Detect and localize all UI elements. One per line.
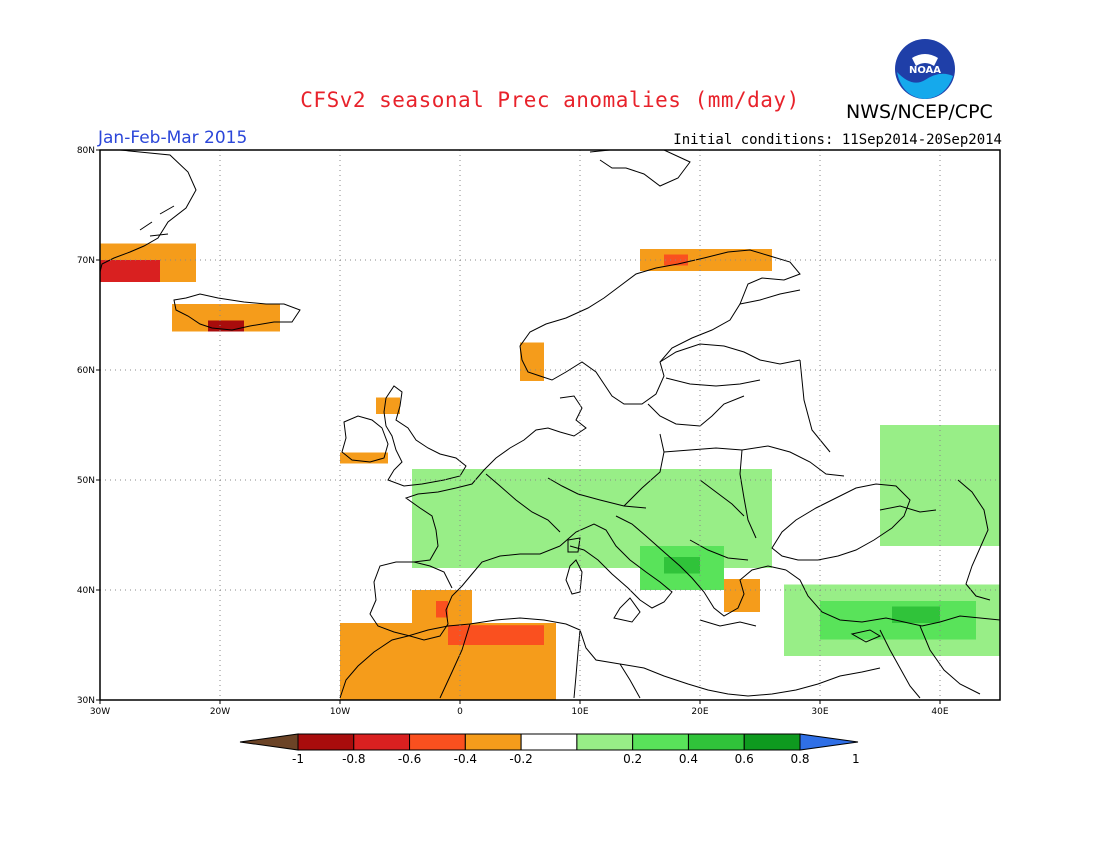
- chart-title: CFSv2 seasonal Prec anomalies (mm/day): [300, 88, 800, 112]
- noaa-logo-text: NOAA: [909, 65, 941, 76]
- colorbar-tick-label: -1: [292, 752, 304, 766]
- colorbar-tick-label: 1: [852, 752, 860, 766]
- anomaly-patch: [208, 320, 244, 332]
- colorbar-tick-label: 0.8: [790, 752, 809, 766]
- colorbar-box: [632, 733, 689, 751]
- anomaly-patch: [520, 342, 544, 381]
- lon-tick-label: 30E: [811, 707, 828, 717]
- lon-tick-label: 10E: [571, 707, 588, 717]
- colorbar-tick-label: -0.2: [509, 752, 532, 766]
- lat-tick-label: 60N: [77, 366, 95, 376]
- colorbar: -1 -0.8 -0.6 -0.4 -0.2 0.2 0.4 0.6 0.8 1: [239, 733, 860, 766]
- anomaly-patch: [664, 557, 700, 574]
- lon-axis: 30W 20W 10W 0 10E 20E 30E 40E: [90, 700, 949, 717]
- lon-tick-label: 30W: [90, 707, 110, 717]
- colorbar-box: [353, 733, 411, 751]
- anomaly-patch: [448, 625, 544, 645]
- anomaly-patch: [100, 260, 160, 282]
- lon-tick-label: 20E: [691, 707, 708, 717]
- lon-tick-label: 10W: [330, 707, 350, 717]
- colorbar-box: [297, 733, 355, 751]
- initial-conditions-label: Initial conditions: 11Sep2014-20Sep2014: [673, 132, 1002, 148]
- colorbar-tick-label: 0.6: [735, 752, 754, 766]
- colorbar-tick-label: -0.8: [342, 752, 365, 766]
- lon-tick-label: 40E: [931, 707, 948, 717]
- anomaly-patch: [340, 452, 388, 464]
- agency-label: NWS/NCEP/CPC: [846, 101, 993, 123]
- lat-tick-label: 30N: [77, 696, 95, 706]
- colorbar-box: [520, 733, 578, 751]
- colorbar-tick-label: -0.6: [398, 752, 421, 766]
- colorbar-tick-label: 0.2: [623, 752, 642, 766]
- map-panel: 30W 20W 10W 0 10E 20E 30E 40E 30N 40N 50N 60N 70N 80…: [77, 146, 1001, 717]
- noaa-logo-icon: NOAA: [895, 39, 955, 99]
- colorbar-tick-label: -0.4: [454, 752, 477, 766]
- colorbar-right-arrow: [799, 733, 859, 751]
- colorbar-box: [464, 733, 522, 751]
- season-label: Jan-Feb-Mar 2015: [98, 128, 248, 148]
- colorbar-box: [743, 733, 801, 751]
- colorbar-tick-label: 0.4: [679, 752, 698, 766]
- colorbar-left-arrow: [239, 733, 299, 751]
- colorbar-box: [687, 733, 745, 751]
- colorbar-box: [576, 733, 634, 751]
- lat-tick-label: 80N: [77, 146, 95, 156]
- anomaly-patch: [436, 601, 448, 618]
- coastlines: [99, 149, 1001, 699]
- map-frame: [99, 149, 1001, 701]
- lat-tick-label: 70N: [77, 256, 95, 266]
- lat-tick-label: 40N: [77, 586, 95, 596]
- gridlines: [100, 150, 1000, 700]
- anomaly-patches: [100, 243, 1000, 700]
- lat-axis: 30N 40N 50N 60N 70N 80N: [77, 146, 100, 706]
- anomaly-patch: [724, 579, 760, 612]
- anomaly-patch: [892, 606, 940, 623]
- colorbar-box: [409, 733, 466, 751]
- lon-tick-label: 20W: [210, 707, 230, 717]
- lon-tick-label: 0: [457, 707, 463, 717]
- anomaly-patch: [376, 397, 400, 414]
- lat-tick-label: 50N: [77, 476, 95, 486]
